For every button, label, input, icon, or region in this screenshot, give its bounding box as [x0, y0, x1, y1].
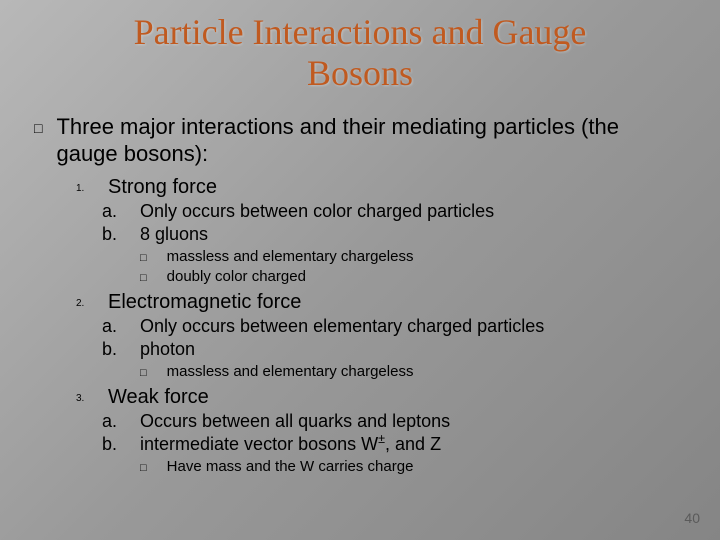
force-name: Weak force: [108, 384, 209, 410]
letter-item: a. Only occurs between color charged par…: [102, 200, 686, 223]
force-item: 1. Strong force: [76, 174, 686, 200]
letter-text: Only occurs between color charged partic…: [140, 200, 494, 223]
letter-marker: b.: [102, 223, 120, 246]
letter-item: a. Only occurs between elementary charge…: [102, 315, 686, 338]
letter-item: a. Occurs between all quarks and leptons: [102, 410, 686, 433]
force-item: 2. Electromagnetic force: [76, 289, 686, 315]
square-bullet-icon: □: [140, 267, 147, 287]
letter-marker: b.: [102, 433, 120, 456]
square-bullet-icon: □: [140, 362, 147, 382]
title-line-1: Particle Interactions and Gauge: [134, 12, 587, 52]
letter-marker: a.: [102, 315, 120, 338]
square-bullet-icon: □: [34, 113, 42, 168]
letter-text: 8 gluons: [140, 223, 208, 246]
force-name: Electromagnetic force: [108, 289, 301, 315]
box-text: massless and elementary chargeless: [167, 362, 414, 382]
letter-marker: a.: [102, 410, 120, 433]
letter-text: Only occurs between elementary charged p…: [140, 315, 544, 338]
top-bullet-text: Three major interactions and their media…: [56, 113, 686, 168]
content-area: □ Three major interactions and their med…: [0, 95, 720, 477]
slide-title: Particle Interactions and Gauge Bosons: [0, 0, 720, 95]
letter-marker: b.: [102, 338, 120, 361]
force-item: 3. Weak force: [76, 384, 686, 410]
box-item: □ massless and elementary chargeless: [140, 247, 686, 267]
box-item: □ massless and elementary chargeless: [140, 362, 686, 382]
number-marker: 2.: [76, 289, 90, 315]
number-marker: 1.: [76, 174, 90, 200]
square-bullet-icon: □: [140, 457, 147, 477]
title-line-2: Bosons: [307, 53, 413, 93]
box-item: □ doubly color charged: [140, 267, 686, 287]
letter-text: intermediate vector bosons W±, and Z: [140, 433, 441, 456]
square-bullet-icon: □: [140, 247, 147, 267]
letter-item: b. intermediate vector bosons W±, and Z: [102, 433, 686, 456]
top-bullet: □ Three major interactions and their med…: [34, 113, 686, 168]
box-text: doubly color charged: [167, 267, 306, 287]
letter-item: b. 8 gluons: [102, 223, 686, 246]
letter-item: b. photon: [102, 338, 686, 361]
letter-text: photon: [140, 338, 195, 361]
letter-marker: a.: [102, 200, 120, 223]
number-marker: 3.: [76, 384, 90, 410]
page-number: 40: [684, 510, 700, 526]
letter-text: Occurs between all quarks and leptons: [140, 410, 450, 433]
force-name: Strong force: [108, 174, 217, 200]
box-text: massless and elementary chargeless: [167, 247, 414, 267]
box-text: Have mass and the W carries charge: [167, 457, 414, 477]
box-item: □ Have mass and the W carries charge: [140, 457, 686, 477]
